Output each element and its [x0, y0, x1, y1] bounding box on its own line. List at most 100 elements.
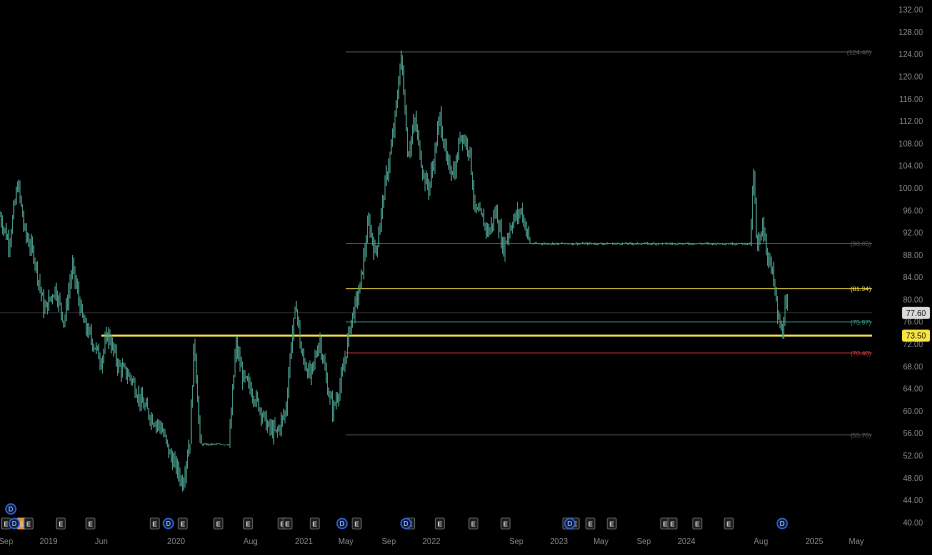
- earnings-marker: [723, 517, 734, 530]
- y-tick-label: 104.00: [899, 162, 924, 171]
- y-tick-label: 116.00: [899, 95, 923, 104]
- earnings-marker: [585, 517, 596, 530]
- dividend-marker-label: D: [166, 521, 171, 528]
- y-tick-label: 64.00: [903, 385, 924, 394]
- dividend-marker-label: D: [780, 521, 785, 528]
- level-label: (81.94): [850, 286, 871, 293]
- earnings-marker: [55, 517, 66, 530]
- time-axis: Sep 2019 Jun 2020 Aug 2021 May Sep 2022 Sep 2023 Ma…: [0, 537, 864, 546]
- earnings-marker-label: E: [312, 522, 317, 529]
- price-badge: [902, 306, 930, 319]
- dividend-marker: [336, 517, 348, 530]
- horizontal-levels: (124.40) (90.05) (81.94) (75.97) (70.40) (55.…: [0, 49, 872, 439]
- x-tick-label: 2023: [550, 537, 568, 546]
- earnings-marker: [177, 517, 188, 530]
- earnings-marker: [434, 517, 445, 530]
- earnings-marker-label: E: [58, 522, 63, 529]
- level-label: (55.70): [850, 432, 871, 439]
- y-tick-label: 76.00: [903, 318, 924, 327]
- x-tick-label: May: [849, 537, 864, 546]
- level-label: (70.40): [850, 350, 871, 357]
- price-axis: 132.00 128.00 124.00 120.00 116.00 112.00 108.…: [899, 6, 924, 528]
- earnings-marker-label: E: [609, 522, 614, 529]
- dividend-marker: [5, 503, 17, 515]
- dividend-marker: [564, 517, 576, 530]
- dividend-marker: [8, 517, 21, 530]
- dividend-marker-label: D: [8, 507, 13, 514]
- y-tick-label: 132.00: [899, 6, 924, 15]
- dividend-marker: [776, 517, 788, 530]
- earnings-marker: [23, 517, 34, 530]
- y-tick-label: 112.00: [899, 117, 923, 126]
- earnings-marker: [500, 517, 511, 530]
- x-tick-label: Sep: [0, 537, 14, 546]
- earnings-marker: [85, 517, 96, 530]
- y-tick-label: 96.00: [903, 206, 924, 215]
- earnings-marker: [692, 517, 703, 530]
- dividend-marker: [400, 517, 412, 530]
- y-tick-label: 128.00: [899, 28, 924, 37]
- earnings-marker: [149, 517, 160, 530]
- price-series: [0, 50, 788, 492]
- earnings-marker-label: E: [670, 522, 675, 529]
- earnings-marker: [282, 517, 293, 530]
- x-tick-label: Sep: [509, 537, 524, 546]
- x-tick-label: Aug: [754, 537, 768, 546]
- x-tick-label: May: [338, 537, 353, 546]
- earnings-marker: [351, 517, 362, 530]
- earnings-marker-label: E: [726, 522, 731, 529]
- x-tick-label: Sep: [382, 537, 397, 546]
- earnings-marker-label: E: [26, 522, 31, 529]
- y-tick-label: 108.00: [899, 139, 924, 148]
- earnings-marker-label: E: [246, 522, 251, 529]
- price-badge: [902, 329, 930, 342]
- dividend-marker-label: D: [339, 521, 344, 528]
- y-tick-label: 120.00: [899, 72, 924, 81]
- earnings-marker-label: E: [588, 522, 593, 529]
- y-tick-label: 72.00: [903, 340, 924, 349]
- earnings-marker-label: E: [4, 522, 9, 529]
- x-tick-label: Jun: [95, 537, 108, 546]
- price-badge-label: 73.50: [906, 332, 927, 341]
- earnings-marker-label: E: [663, 522, 668, 529]
- x-tick-label: 2025: [805, 537, 823, 546]
- x-tick-label: 2020: [167, 537, 185, 546]
- level-label: (75.97): [850, 319, 871, 326]
- y-tick-label: 56.00: [903, 429, 924, 438]
- y-tick-label: 80.00: [903, 295, 924, 304]
- y-tick-label: 100.00: [899, 184, 924, 193]
- split-marker-label: S: [19, 522, 24, 529]
- y-tick-label: 44.00: [903, 496, 924, 505]
- earnings-marker: [243, 517, 253, 530]
- earnings-marker: [667, 517, 678, 530]
- level-label: (90.05): [850, 241, 871, 248]
- earnings-marker-label: E: [152, 522, 157, 529]
- y-tick-label: 84.00: [903, 273, 924, 282]
- y-tick-label: 92.00: [903, 229, 924, 238]
- x-tick-label: 2021: [295, 537, 313, 546]
- y-tick-label: 60.00: [903, 407, 924, 416]
- earnings-marker: [213, 517, 224, 530]
- price-badge-label: 77.60: [906, 309, 927, 318]
- y-tick-label: 40.00: [903, 518, 924, 527]
- price-badges: 77.60 73.50: [902, 306, 930, 342]
- x-tick-label: 2024: [678, 537, 696, 546]
- earnings-marker-label: E: [216, 522, 221, 529]
- y-tick-label: 48.00: [903, 474, 924, 483]
- y-tick-label: 52.00: [903, 452, 924, 461]
- dividend-marker-label: D: [403, 521, 408, 528]
- x-tick-label: May: [593, 537, 608, 546]
- dividend-marker-label: D: [567, 521, 572, 528]
- earnings-marker-label: E: [180, 522, 185, 529]
- y-tick-label: 124.00: [899, 50, 924, 59]
- x-tick-label: 2022: [423, 537, 441, 546]
- earnings-marker-label: E: [438, 522, 443, 529]
- x-tick-label: 2019: [40, 537, 58, 546]
- earnings-marker: [468, 517, 479, 530]
- earnings-marker: [309, 517, 320, 530]
- dividend-marker-label: D: [12, 521, 17, 528]
- dividend-marker: [162, 517, 175, 530]
